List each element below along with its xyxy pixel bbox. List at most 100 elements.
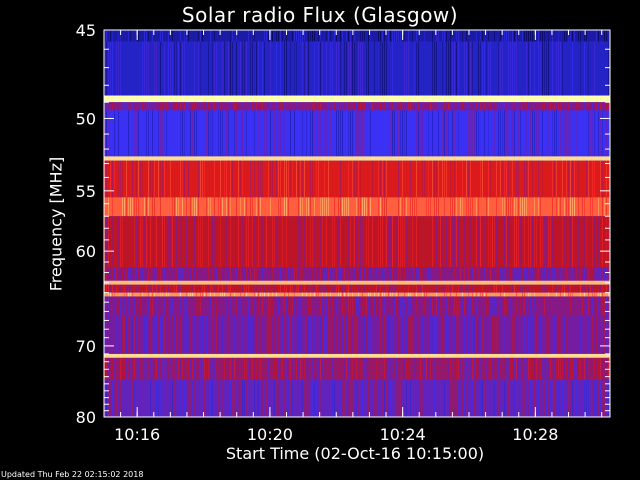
band-6-streak: [572, 160, 573, 198]
band-1-streak: [584, 41, 585, 96]
band-11-streak: [290, 284, 291, 293]
band-13-streak: [400, 296, 401, 316]
band-0-streak: [534, 30, 535, 42]
band-4-streak: [190, 110, 191, 157]
band-11-streak: [146, 284, 147, 293]
band-6-streak: [466, 160, 467, 198]
band-3-streak: [542, 102, 543, 111]
band-16-streak: [166, 357, 167, 381]
band-13-streak: [464, 296, 465, 316]
band-1-streak: [262, 41, 263, 96]
band-13-streak: [446, 296, 447, 316]
band-14-streak: [124, 315, 125, 354]
band-4-streak: [160, 110, 161, 157]
band-1-streak: [240, 41, 241, 96]
band-1-streak: [198, 41, 199, 96]
band-0-streak: [466, 30, 467, 42]
band-12-streak: [600, 292, 601, 297]
band-3-streak: [394, 102, 395, 111]
band-3-streak: [332, 102, 333, 111]
band-12-streak: [204, 292, 205, 297]
band-17-streak: [184, 380, 185, 417]
band-8-streak: [480, 216, 481, 268]
band-14-streak: [222, 315, 223, 354]
band-14-streak: [554, 315, 555, 354]
band-3-streak: [364, 102, 365, 111]
band-7-streak: [308, 197, 309, 217]
band-11-streak: [194, 284, 195, 293]
band-17-streak: [218, 380, 219, 417]
band-8-streak: [368, 216, 369, 268]
band-6-streak: [602, 160, 603, 198]
band-14-streak: [448, 315, 449, 354]
band-4-streak: [502, 110, 503, 157]
band-3-streak: [372, 102, 373, 111]
band-7-streak: [302, 197, 303, 217]
band-8-streak: [180, 216, 181, 268]
band-1-streak: [448, 41, 449, 96]
band-3-streak: [480, 102, 481, 111]
band-3-streak: [608, 102, 609, 111]
band-1-streak: [392, 41, 393, 96]
band-6-streak: [226, 160, 227, 198]
band-12-streak: [246, 292, 247, 297]
band-11-streak: [178, 284, 179, 293]
band-7-streak: [516, 197, 517, 217]
band-16-streak: [428, 357, 429, 381]
band-1-streak: [572, 41, 573, 96]
band-6-streak: [310, 160, 311, 198]
band-4-streak: [166, 110, 167, 157]
band-11-streak: [460, 284, 461, 293]
band-8-streak: [198, 216, 199, 268]
band-1-streak: [236, 41, 237, 96]
band-17-streak: [210, 380, 211, 417]
band-8-streak: [584, 216, 585, 268]
band-1-streak: [208, 41, 209, 96]
band-12-streak: [344, 292, 345, 297]
band-3-streak: [518, 102, 519, 111]
band-6-streak: [198, 160, 199, 198]
band-16-streak: [574, 357, 575, 381]
band-1-streak: [148, 41, 149, 96]
band-17-streak: [290, 380, 291, 417]
band-13-streak: [604, 296, 605, 316]
band-4-streak: [398, 110, 399, 157]
band-1-streak: [374, 41, 375, 96]
band-11-streak: [468, 284, 469, 293]
x-tick-label-10:28: 10:28: [512, 425, 558, 444]
band-16-streak: [146, 357, 147, 381]
band-11-streak: [338, 284, 339, 293]
band-8-streak: [220, 216, 221, 268]
band-1-streak: [160, 41, 161, 96]
band-9-streak: [218, 267, 219, 281]
band-11-streak: [580, 284, 581, 293]
band-7-streak: [472, 197, 473, 217]
band-0-streak: [380, 30, 381, 42]
band-8-streak: [372, 216, 373, 268]
band-13-streak: [238, 296, 239, 316]
band-3-streak: [406, 102, 407, 111]
band-13-streak: [332, 296, 333, 316]
band-14-streak: [468, 315, 469, 354]
band-6-streak: [462, 160, 463, 198]
band-17-streak: [400, 380, 401, 417]
band-17-streak: [576, 380, 577, 417]
band-4-streak: [314, 110, 315, 157]
band-7-streak: [404, 197, 405, 217]
band-12-streak: [168, 292, 169, 297]
band-8-streak: [452, 216, 453, 268]
band-4-streak: [254, 110, 255, 157]
band-1-streak: [470, 41, 471, 96]
band-3-streak: [558, 102, 559, 111]
band-13-streak: [128, 296, 129, 316]
band-3-streak: [468, 102, 469, 111]
band-6-streak: [470, 160, 471, 198]
band-8-streak: [366, 216, 367, 268]
band-17-streak: [234, 380, 235, 417]
band-4-streak: [184, 110, 185, 157]
band-9-streak: [468, 267, 469, 281]
band-12-streak: [160, 292, 161, 297]
band-3-streak: [544, 102, 545, 111]
band-12-streak: [140, 292, 141, 297]
band-8-streak: [136, 216, 137, 268]
